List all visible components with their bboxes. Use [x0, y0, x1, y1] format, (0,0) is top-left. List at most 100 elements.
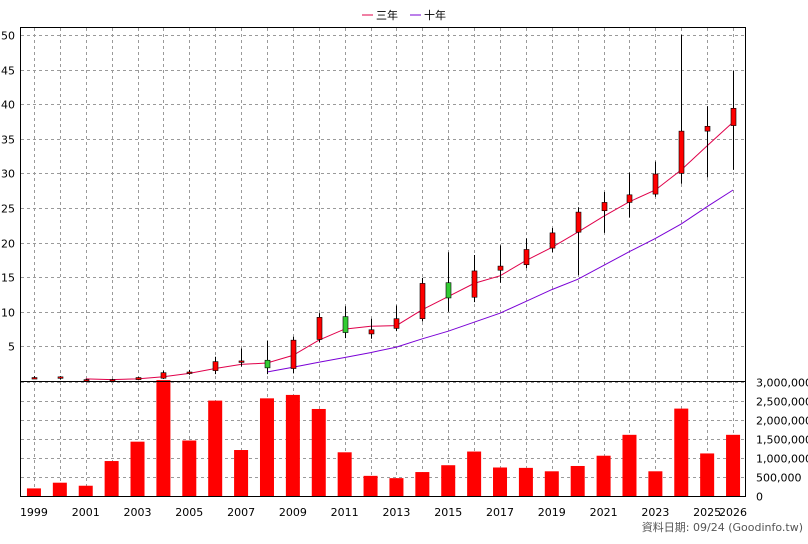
volume-bar: [311, 408, 326, 496]
series-line-3y: [85, 121, 734, 381]
price-y-tick-label: 20: [1, 238, 15, 251]
volume-bar: [337, 452, 352, 496]
source-note: 資料日期: 09/24 (Goodinfo.tw): [642, 520, 803, 534]
x-tick-label: 2013: [382, 506, 410, 519]
volume-bar: [182, 440, 197, 496]
price-y-tick-label: 30: [1, 168, 15, 181]
volume-bar: [544, 471, 559, 496]
x-tick-label: 2026: [719, 506, 747, 519]
candle-body: [316, 317, 323, 340]
price-y-tick-label: 15: [1, 272, 15, 285]
x-tick-label: 2005: [175, 506, 203, 519]
x-tick-label: 2009: [279, 506, 307, 519]
candle-body: [186, 371, 193, 374]
legend-label-3y: 三年: [376, 8, 398, 22]
volume-bar: [130, 441, 145, 496]
candle-body: [135, 377, 142, 380]
volume-bar: [52, 482, 67, 496]
candle-body: [290, 339, 297, 369]
volume-y-tick-label: 2,000,000: [756, 415, 808, 428]
volume-plot-frame: [20, 381, 746, 497]
volume-bar: [467, 451, 482, 496]
candle-body: [419, 283, 426, 320]
x-tick-label: 2021: [590, 506, 618, 519]
x-tick-label: 2015: [434, 506, 462, 519]
volume-bar: [415, 472, 430, 496]
volume-bar: [648, 471, 663, 496]
candle-body: [678, 130, 685, 174]
volume-grid: [21, 382, 746, 478]
volume-y-tick-label: 3,000,000: [756, 377, 808, 390]
candle-body: [523, 249, 530, 266]
candle-body: [549, 232, 556, 249]
price-plot-frame: [20, 27, 746, 382]
volume-bar: [285, 394, 300, 496]
candle-body: [575, 211, 582, 233]
price-y-tick-label: 40: [1, 99, 15, 112]
volume-bar: [389, 478, 404, 496]
candle-body: [264, 359, 271, 369]
candle-body: [497, 265, 504, 271]
candle-body: [83, 379, 90, 382]
volume-bar: [156, 380, 171, 496]
candle-body: [601, 202, 608, 212]
volume-bar: [518, 467, 533, 496]
x-tick-label: 2017: [486, 506, 514, 519]
legend: 三年 十年: [362, 8, 446, 22]
candle-body: [471, 270, 478, 298]
candle-body: [704, 125, 711, 132]
candle-body: [109, 379, 116, 382]
price-y-tick-label: 5: [8, 341, 15, 354]
volume-bar: [700, 453, 715, 496]
candle-body: [212, 361, 219, 371]
candle-body: [160, 372, 167, 379]
volume-bar: [104, 461, 119, 496]
x-tick-label: 2019: [538, 506, 566, 519]
volume-bar: [234, 450, 249, 496]
price-series: [85, 121, 734, 381]
volume-bar: [493, 467, 508, 496]
volume-y-tick-label: 0: [756, 491, 763, 504]
volume-bar: [622, 434, 637, 496]
x-tick-label: 2023: [641, 506, 669, 519]
volume-bar: [596, 455, 611, 496]
candle-body: [368, 329, 375, 335]
price-y-tick-label: 50: [1, 30, 15, 43]
legend-label-10y: 十年: [424, 8, 446, 22]
volume-y-tick-label: 2,500,000: [756, 396, 808, 409]
x-tick-label: 2001: [72, 506, 100, 519]
price-y-tick-label: 35: [1, 134, 15, 147]
candle-body: [393, 318, 400, 329]
x-tick-label: 2011: [331, 506, 359, 519]
volume-bar: [78, 485, 93, 496]
price-grid: [21, 28, 746, 496]
x-tick-label: 2003: [124, 506, 152, 519]
volume-bar: [259, 398, 274, 496]
candle-body: [31, 377, 38, 380]
x-tick-label: 2007: [227, 506, 255, 519]
volume-bars: [26, 380, 741, 496]
series-line-10y: [266, 189, 734, 373]
volume-y-tick-label: 500,000: [756, 472, 802, 485]
price-candles: [31, 34, 737, 382]
price-y-tick-label: 45: [1, 65, 15, 78]
volume-y-tick-label: 1,500,000: [756, 434, 808, 447]
price-y-ticks: 5 10 15 20 25 30 35 40 45 50: [1, 30, 15, 354]
volume-bar: [674, 408, 689, 496]
candle-body: [342, 316, 349, 333]
candle-body: [652, 173, 659, 195]
price-y-tick-label: 10: [1, 307, 15, 320]
volume-y-ticks: 0 500,000 1,000,000 1,500,000 2,000,000 2,500…: [756, 377, 808, 504]
x-axis-ticks: 1999 2001 2003 2005 2007 2009 2011 2013 2015 2017…: [20, 506, 747, 519]
candle-body: [57, 376, 64, 379]
candle-body: [445, 282, 452, 299]
volume-bar: [208, 400, 223, 496]
volume-bar: [363, 475, 378, 496]
candle-body: [238, 360, 245, 363]
volume-bar: [726, 434, 741, 496]
volume-bar: [570, 465, 585, 496]
candle-body: [626, 194, 633, 203]
volume-bar: [441, 465, 456, 496]
